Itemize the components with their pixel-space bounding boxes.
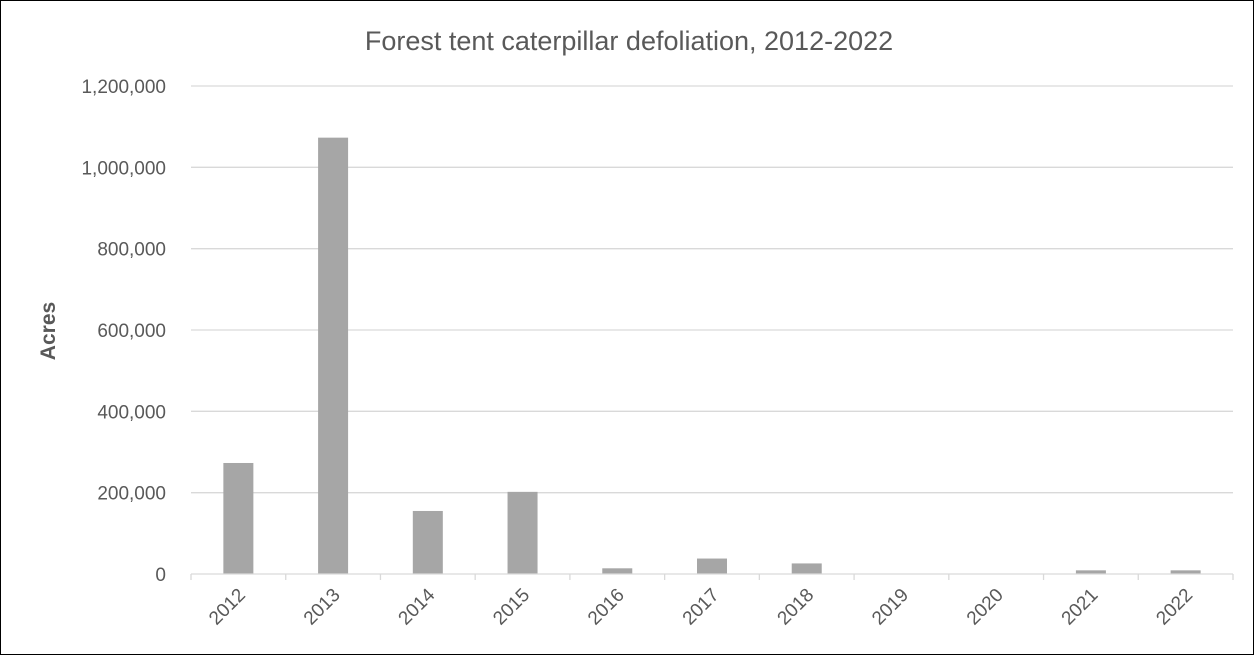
- bar-2015: [507, 491, 538, 574]
- x-tick-label: 2014: [395, 584, 440, 629]
- x-tick-label: 2022: [1152, 585, 1197, 630]
- bar-2022: [1170, 570, 1201, 574]
- bar-2017: [697, 558, 727, 574]
- x-tick-label: 2016: [584, 585, 629, 630]
- x-tick-label: 2012: [205, 585, 250, 630]
- chart-title: Forest tent caterpillar defoliation, 201…: [365, 26, 893, 56]
- x-tick-label: 2019: [868, 585, 913, 630]
- y-axis-title: Acres: [37, 302, 60, 360]
- bar-2016: [602, 568, 633, 574]
- bars: [223, 137, 1201, 574]
- y-tick-labels: 0 200,000 400,000 600,000 800,000 1,000,000 1,…: [81, 77, 166, 586]
- bar-2021: [1075, 570, 1106, 574]
- x-tick-label: 2013: [300, 585, 345, 630]
- bar-2012: [223, 462, 254, 574]
- x-tick-label: 2017: [679, 585, 724, 630]
- x-tick-label: 2020: [963, 585, 1008, 630]
- y-tick-label: 1,000,000: [81, 158, 166, 179]
- y-tick-label: 1,200,000: [81, 77, 166, 98]
- y-tick-label: 0: [155, 565, 166, 586]
- gridlines: [191, 85, 1233, 494]
- x-tick-label: 2018: [774, 585, 819, 630]
- x-tick-labels: 2012 2013 2014 2015 2016 2017 2018 2019 2020 2021…: [205, 584, 1197, 629]
- y-tick-label: 200,000: [97, 484, 166, 505]
- y-tick-label: 600,000: [97, 321, 166, 342]
- x-tick-label: 2015: [489, 585, 534, 630]
- x-tick-label: 2021: [1058, 585, 1103, 630]
- y-tick-label: 400,000: [97, 402, 166, 423]
- bar-2018: [791, 563, 822, 574]
- bar-2013: [318, 137, 349, 574]
- x-axis: [190, 573, 1234, 580]
- y-tick-label: 800,000: [97, 240, 166, 261]
- bar-2014: [412, 510, 443, 574]
